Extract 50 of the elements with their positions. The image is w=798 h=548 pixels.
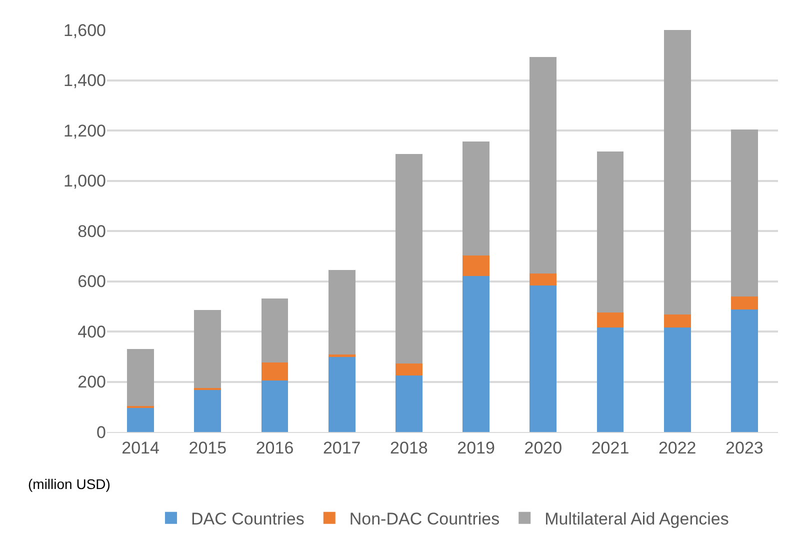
- bar: [731, 310, 758, 432]
- bar: [530, 285, 557, 432]
- bar: [664, 30, 691, 315]
- legend-label: Non-DAC Countries: [349, 510, 500, 529]
- y-tick-label: 1,000: [63, 172, 106, 191]
- bar: [530, 273, 557, 286]
- bar: [127, 348, 154, 406]
- x-tick-label: 2020: [524, 438, 562, 458]
- y-tick-label: 200: [78, 372, 106, 392]
- bar: [328, 270, 356, 355]
- x-tick-label: 2023: [726, 438, 764, 458]
- x-tick-label: 2019: [457, 438, 495, 458]
- x-tick-label: 2014: [122, 438, 160, 458]
- y-tick-label: 1,400: [63, 71, 106, 90]
- bar: [261, 362, 288, 381]
- bar: [664, 314, 691, 328]
- bar: [596, 151, 624, 313]
- bar: [596, 328, 624, 432]
- bar: [396, 154, 422, 364]
- bar: [328, 356, 356, 432]
- bar: [462, 255, 490, 276]
- y-tick-label: 600: [78, 272, 106, 292]
- x-tick-label: 2018: [390, 438, 428, 458]
- bar: [664, 328, 691, 432]
- bar: [596, 312, 624, 328]
- bar: [731, 129, 758, 297]
- x-tick-label: 2016: [256, 438, 294, 458]
- bar: [194, 310, 222, 388]
- x-tick-label: 2021: [591, 438, 630, 458]
- bar: [396, 375, 422, 432]
- x-tick-label: 2022: [658, 438, 696, 458]
- bar: [731, 296, 758, 310]
- y-tick-label: 800: [78, 222, 106, 241]
- y-tick-label: 1,600: [63, 20, 106, 40]
- bar: [194, 389, 222, 432]
- x-tick-label: 2017: [322, 438, 361, 458]
- bar: [462, 141, 490, 256]
- bar: [261, 380, 288, 432]
- legend-label: Multilateral Aid Agencies: [544, 510, 729, 529]
- legend-label: DAC Countries: [191, 510, 304, 529]
- bar: [261, 298, 288, 363]
- bar: [530, 57, 557, 274]
- bar: [127, 408, 154, 432]
- text: (million USD): [28, 476, 110, 492]
- y-tick-label: 0: [96, 422, 106, 442]
- y-tick-label: 1,200: [63, 121, 106, 140]
- y-tick-label: 400: [78, 322, 106, 342]
- bar: [462, 276, 490, 432]
- x-tick-label: 2015: [188, 438, 227, 458]
- bar: [396, 364, 422, 376]
